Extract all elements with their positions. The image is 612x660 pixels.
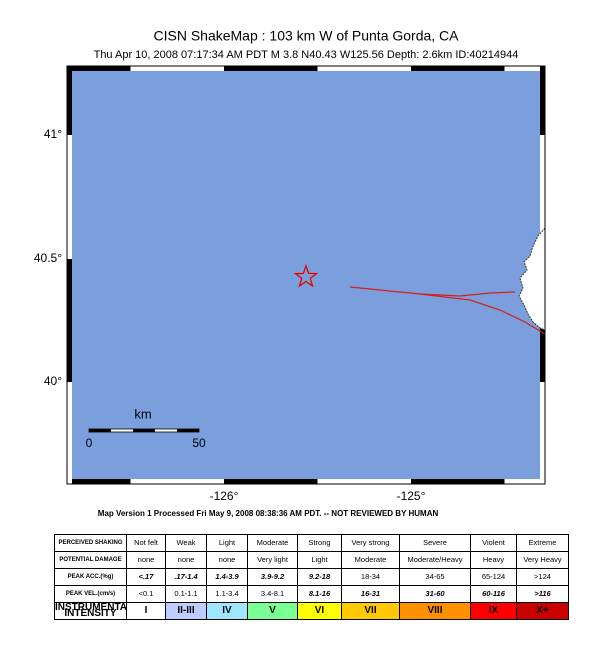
frame-band [224, 479, 318, 484]
legend-cell: VI [297, 602, 342, 620]
frame-band [411, 66, 505, 71]
legend-cell: <.17 [126, 568, 166, 586]
legend-cell: 1.4-3.9 [206, 568, 248, 586]
legend-cell: <0.1 [126, 585, 166, 603]
subtitle: Thu Apr 10, 2008 07:17:34 AM PDT M 3.8 N… [94, 49, 519, 61]
lon-label: -125° [397, 489, 426, 503]
frame-band [504, 66, 545, 71]
legend-row-label: INSTRUMENTAL INTENSITY [54, 602, 127, 620]
legend-cell: 60-116 [470, 585, 517, 603]
legend-cell: IV [206, 602, 248, 620]
legend-cell: 3.4-8.1 [247, 585, 298, 603]
frame-band [540, 135, 545, 259]
frame-band [67, 479, 131, 484]
scale-bar-segment [177, 429, 199, 432]
legend-cell: none [126, 551, 166, 569]
title: CISN ShakeMap : 103 km W of Punta Gorda,… [153, 28, 459, 44]
legend-row: INSTRUMENTAL INTENSITY I II-III IV V VI VII VII… [54, 602, 569, 620]
scale-label: 50 [192, 436, 206, 450]
fault-line [349, 286, 516, 297]
legend-row: PERCEIVED SHAKING Not felt Weak Light Modera… [54, 534, 569, 552]
frame-band [67, 382, 72, 484]
legend-row-label: POTENTIAL DAMAGE [54, 551, 127, 569]
legend-cell: IX [470, 602, 517, 620]
frame-band [130, 66, 224, 71]
legend-cell: Moderate [341, 551, 400, 569]
legend-cell: I [126, 602, 166, 620]
legend-cell: 18-34 [341, 568, 400, 586]
legend-cell: 1.1-3.4 [206, 585, 248, 603]
legend-cell: Severe [399, 534, 471, 552]
frame-band [540, 66, 545, 135]
frame-band [67, 66, 131, 71]
legend-cell: Very Heavy [516, 551, 569, 569]
map: CISN ShakeMap : 103 km W of Punta Gorda,… [34, 28, 546, 518]
legend-cell: V [247, 602, 298, 620]
legend-row-label: PERCEIVED SHAKING [54, 534, 127, 552]
processing-note: Map Version 1 Processed Fri May 9, 2008 … [98, 509, 439, 518]
legend-cell: 8.1-16 [297, 585, 342, 603]
legend-cell: 65-124 [470, 568, 517, 586]
legend-cell: VII [341, 602, 400, 620]
frame-band [67, 66, 72, 135]
legend-cell: 9.2-18 [297, 568, 342, 586]
map-frame [66, 65, 546, 485]
coastline [518, 226, 546, 331]
legend-cell: VIII [399, 602, 471, 620]
frame-band [411, 479, 505, 484]
scale-unit: km [134, 406, 151, 421]
legend-cell: none [165, 551, 207, 569]
legend-row: POTENTIAL DAMAGE none none none Very light Li… [54, 551, 569, 569]
legend-cell: Light [297, 551, 342, 569]
legend-cell: >116 [516, 585, 569, 603]
legend-row-label: PEAK ACC.(%g) [54, 568, 127, 586]
intensity-legend: PERCEIVED SHAKING Not felt Weak Light Modera… [54, 534, 569, 620]
legend-cell: 3.9-9.2 [247, 568, 298, 586]
scale-bar-segment [133, 429, 155, 432]
legend-cell: Heavy [470, 551, 517, 569]
scale-bar-segment [89, 429, 111, 432]
lat-label: 41° [44, 127, 62, 141]
frame-band [504, 479, 545, 484]
fault-line [419, 293, 546, 335]
legend-cell: 31-60 [399, 585, 471, 603]
legend-cell: Light [206, 534, 248, 552]
legend-cell: II-III [165, 602, 207, 620]
legend-cell: Weak [165, 534, 207, 552]
legend-cell: Very strong [341, 534, 400, 552]
legend-cell: Violent [470, 534, 517, 552]
frame-band [317, 479, 411, 484]
legend-cell: Moderate [247, 534, 298, 552]
legend-cell: none [206, 551, 248, 569]
legend-cell: Very light [247, 551, 298, 569]
lon-label: -126° [210, 489, 239, 503]
frame-band [130, 479, 224, 484]
legend-cell: Strong [297, 534, 342, 552]
epicenter [293, 264, 319, 288]
legend-cell: Moderate/Heavy [399, 551, 471, 569]
scale-bar: km 0 50 [86, 406, 206, 450]
frame-band [67, 135, 72, 259]
ocean [67, 66, 545, 484]
legend-row-label: PEAK VEL.(cm/s) [54, 585, 127, 603]
frame-band [67, 259, 72, 382]
legend-cell: X+ [516, 602, 569, 620]
legend-row: PEAK ACC.(%g) <.17.17-1.4 1.4-3.9 3.9-9.2 9.… [54, 568, 569, 586]
frame-band [224, 66, 318, 71]
legend-cell: >124 [516, 568, 569, 586]
frame-band [317, 66, 411, 71]
frame-band [540, 382, 545, 484]
legend-cell: .17-1.4 [165, 568, 207, 586]
lat-label: 40° [44, 374, 62, 388]
legend-cell: Extreme [516, 534, 569, 552]
scale-label: 0 [86, 436, 93, 450]
lat-label: 40.5° [34, 251, 62, 265]
legend-cell: 16-31 [341, 585, 400, 603]
legend-cell: 34-65 [399, 568, 471, 586]
legend-cell: Not felt [126, 534, 166, 552]
legend-cell: 0.1-1.1 [165, 585, 207, 603]
legend-row: PEAK VEL.(cm/s) <0.1 0.1-1.1 1.1-3.4 3.4-8.1… [54, 585, 569, 603]
